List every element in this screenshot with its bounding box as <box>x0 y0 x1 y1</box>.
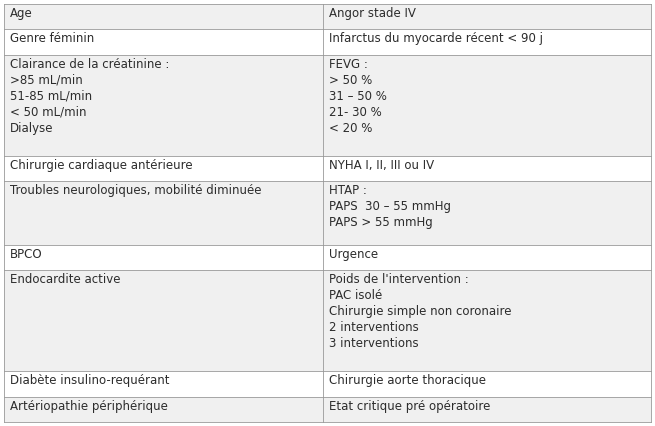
Bar <box>4 397 651 422</box>
Text: Artériopathie périphérique: Artériopathie périphérique <box>10 400 168 412</box>
Text: Diabète insulino-requérant: Diabète insulino-requérant <box>10 374 170 387</box>
Text: Infarctus du myocarde récent < 90 j: Infarctus du myocarde récent < 90 j <box>329 32 543 46</box>
Text: Endocardite active: Endocardite active <box>10 273 121 286</box>
Text: Chirurgie cardiaque antérieure: Chirurgie cardiaque antérieure <box>10 159 193 172</box>
Bar <box>4 270 651 371</box>
Text: Age: Age <box>10 7 33 20</box>
Text: NYHA I, II, III ou IV: NYHA I, II, III ou IV <box>329 159 434 172</box>
Bar <box>4 55 651 156</box>
Text: HTAP :
PAPS  30 – 55 mmHg
PAPS > 55 mmHg: HTAP : PAPS 30 – 55 mmHg PAPS > 55 mmHg <box>329 184 451 229</box>
Text: BPCO: BPCO <box>10 248 43 261</box>
Text: Troubles neurologiques, mobilité diminuée: Troubles neurologiques, mobilité diminué… <box>10 184 261 197</box>
Bar <box>4 371 651 397</box>
Text: Urgence: Urgence <box>329 248 378 261</box>
Bar <box>4 245 651 270</box>
Text: Clairance de la créatinine :
>85 mL/min
51-85 mL/min
< 50 mL/min
Dialyse: Clairance de la créatinine : >85 mL/min … <box>10 58 170 135</box>
Text: FEVG :
> 50 %
31 – 50 %
21- 30 %
< 20 %: FEVG : > 50 % 31 – 50 % 21- 30 % < 20 % <box>329 58 387 135</box>
Bar <box>4 4 651 29</box>
Text: Chirurgie aorte thoracique: Chirurgie aorte thoracique <box>329 374 486 387</box>
Text: Etat critique pré opératoire: Etat critique pré opératoire <box>329 400 491 412</box>
Bar <box>4 181 651 245</box>
Text: Poids de l'intervention :
PAC isolé
Chirurgie simple non coronaire
2 interventio: Poids de l'intervention : PAC isolé Chir… <box>329 273 512 350</box>
Text: Genre féminin: Genre féminin <box>10 32 94 46</box>
Bar <box>4 29 651 55</box>
Bar <box>4 156 651 181</box>
Text: Angor stade IV: Angor stade IV <box>329 7 416 20</box>
